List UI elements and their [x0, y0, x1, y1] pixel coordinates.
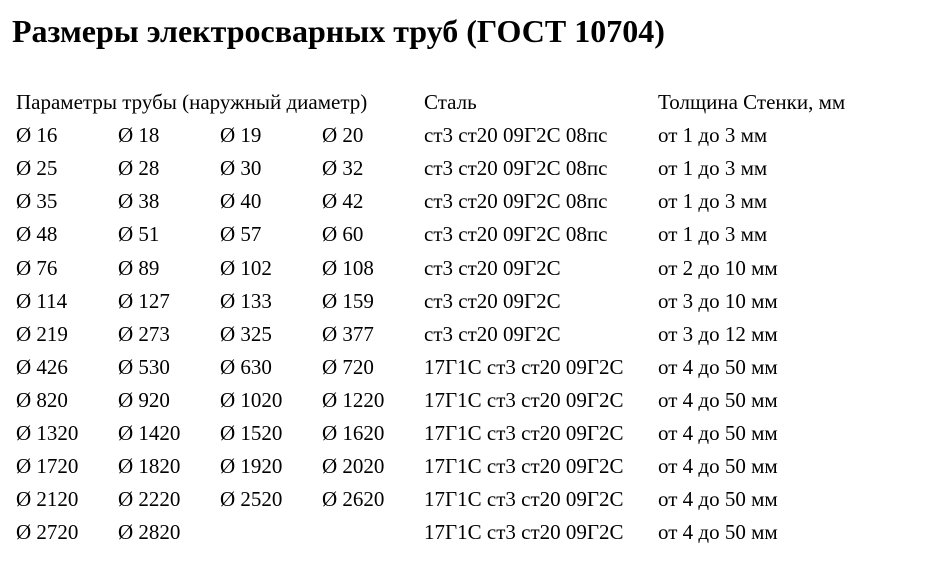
table-row: Ø 1720 Ø 1820 Ø 1920 Ø 2020 17Г1С ст3 ст… — [14, 450, 900, 483]
table-row: Ø 426 Ø 530 Ø 630 Ø 720 17Г1С ст3 ст20 0… — [14, 351, 900, 384]
diameter-cell: Ø 1520 — [220, 420, 283, 445]
diameter-cell: Ø 60 — [322, 222, 364, 247]
steel-cell: ст3 ст20 09Г2С 08пс — [424, 156, 608, 181]
steel-cell: ст3 ст20 09Г2С — [424, 288, 561, 313]
pipe-sizes-table: Параметры трубы (наружный диаметр) Сталь… — [14, 86, 900, 549]
diameter-cell: Ø 20 — [322, 123, 364, 148]
diameter-cell: Ø 2220 — [118, 487, 181, 512]
table-row: Ø 2120 Ø 2220 Ø 2520 Ø 2620 17Г1С ст3 ст… — [14, 483, 900, 516]
steel-cell: 17Г1С ст3 ст20 09Г2С — [424, 454, 624, 479]
diameter-cell: Ø 2120 — [16, 487, 79, 512]
thickness-cell: от 3 до 12 мм — [658, 321, 778, 346]
diameter-cell: Ø 16 — [16, 123, 58, 148]
steel-cell: 17Г1С ст3 ст20 09Г2С — [424, 354, 624, 379]
header-params: Параметры трубы (наружный диаметр) — [16, 90, 368, 115]
page-title: Размеры электросварных труб (ГОСТ 10704) — [12, 13, 665, 49]
steel-cell: 17Г1С ст3 ст20 09Г2С — [424, 487, 624, 512]
diameter-cell: Ø 48 — [16, 222, 58, 247]
diameter-cell: Ø 219 — [16, 321, 68, 346]
diameter-cell: Ø 108 — [322, 255, 374, 280]
thickness-cell: от 4 до 50 мм — [658, 420, 778, 445]
diameter-cell: Ø 2020 — [322, 454, 385, 479]
diameter-cell: Ø 159 — [322, 288, 374, 313]
diameter-cell: Ø 38 — [118, 189, 160, 214]
table-row: Ø 1320 Ø 1420 Ø 1520 Ø 1620 17Г1С ст3 ст… — [14, 417, 900, 450]
thickness-cell: от 4 до 50 мм — [658, 387, 778, 412]
thickness-cell: от 1 до 3 мм — [658, 123, 768, 148]
diameter-cell: Ø 1420 — [118, 420, 181, 445]
diameter-cell: Ø 89 — [118, 255, 160, 280]
steel-cell: ст3 ст20 09Г2С 08пс — [424, 123, 608, 148]
diameter-cell: Ø 133 — [220, 288, 272, 313]
diameter-cell: Ø 2520 — [220, 487, 283, 512]
table-row: Ø 114 Ø 127 Ø 133 Ø 159 ст3 ст20 09Г2С о… — [14, 285, 900, 318]
thickness-cell: от 1 до 3 мм — [658, 189, 768, 214]
diameter-cell: Ø 76 — [16, 255, 58, 280]
diameter-cell: Ø 273 — [118, 321, 170, 346]
steel-cell: 17Г1С ст3 ст20 09Г2С — [424, 520, 624, 545]
table-row: Ø 219 Ø 273 Ø 325 Ø 377 ст3 ст20 09Г2С о… — [14, 318, 900, 351]
table-row: Ø 2720 Ø 2820 17Г1С ст3 ст20 09Г2С от 4 … — [14, 516, 900, 549]
table-row: Ø 48 Ø 51 Ø 57 Ø 60 ст3 ст20 09Г2С 08пс … — [14, 218, 900, 251]
diameter-cell: Ø 25 — [16, 156, 58, 181]
diameter-cell: Ø 57 — [220, 222, 262, 247]
diameter-cell: Ø 325 — [220, 321, 272, 346]
diameter-cell: Ø 1620 — [322, 420, 385, 445]
diameter-cell: Ø 1020 — [220, 387, 283, 412]
diameter-cell: Ø 2720 — [16, 520, 79, 545]
diameter-cell: Ø 530 — [118, 354, 170, 379]
diameter-cell: Ø 1320 — [16, 420, 79, 445]
table-row: Ø 35 Ø 38 Ø 40 Ø 42 ст3 ст20 09Г2С 08пс … — [14, 185, 900, 218]
diameter-cell — [218, 516, 320, 549]
steel-cell: 17Г1С ст3 ст20 09Г2С — [424, 420, 624, 445]
table-row: Ø 25 Ø 28 Ø 30 Ø 32 ст3 ст20 09Г2С 08пс … — [14, 152, 900, 185]
steel-cell: ст3 ст20 09Г2С — [424, 321, 561, 346]
steel-cell: ст3 ст20 09Г2С 08пс — [424, 222, 608, 247]
diameter-cell: Ø 28 — [118, 156, 160, 181]
diameter-cell: Ø 377 — [322, 321, 374, 346]
steel-cell: ст3 ст20 09Г2С 08пс — [424, 189, 608, 214]
diameter-cell: Ø 1220 — [322, 387, 385, 412]
thickness-cell: от 4 до 50 мм — [658, 354, 778, 379]
diameter-cell: Ø 2620 — [322, 487, 385, 512]
diameter-cell: Ø 920 — [118, 387, 170, 412]
thickness-cell: от 1 до 3 мм — [658, 156, 768, 181]
thickness-cell: от 2 до 10 мм — [658, 255, 778, 280]
header-steel: Сталь — [424, 90, 477, 115]
table-header-row: Параметры трубы (наружный диаметр) Сталь… — [14, 86, 900, 119]
diameter-cell: Ø 426 — [16, 354, 68, 379]
diameter-cell: Ø 51 — [118, 222, 160, 247]
diameter-cell: Ø 114 — [16, 288, 68, 313]
diameter-cell: Ø 630 — [220, 354, 272, 379]
steel-cell: 17Г1С ст3 ст20 09Г2С — [424, 387, 624, 412]
diameter-cell: Ø 1720 — [16, 454, 79, 479]
thickness-cell: от 1 до 3 мм — [658, 222, 768, 247]
diameter-cell — [320, 516, 422, 549]
thickness-cell: от 4 до 50 мм — [658, 487, 778, 512]
diameter-cell: Ø 19 — [220, 123, 262, 148]
diameter-cell: Ø 35 — [16, 189, 58, 214]
diameter-cell: Ø 40 — [220, 189, 262, 214]
diameter-cell: Ø 1820 — [118, 454, 181, 479]
table-row: Ø 820 Ø 920 Ø 1020 Ø 1220 17Г1С ст3 ст20… — [14, 384, 900, 417]
diameter-cell: Ø 32 — [322, 156, 364, 181]
diameter-cell: Ø 42 — [322, 189, 364, 214]
steel-cell: ст3 ст20 09Г2С — [424, 255, 561, 280]
diameter-cell: Ø 2820 — [118, 520, 181, 545]
thickness-cell: от 4 до 50 мм — [658, 454, 778, 479]
diameter-cell: Ø 18 — [118, 123, 160, 148]
thickness-cell: от 4 до 50 мм — [658, 520, 778, 545]
diameter-cell: Ø 102 — [220, 255, 272, 280]
diameter-cell: Ø 720 — [322, 354, 374, 379]
diameter-cell: Ø 1920 — [220, 454, 283, 479]
thickness-cell: от 3 до 10 мм — [658, 288, 778, 313]
diameter-cell: Ø 127 — [118, 288, 170, 313]
table-row: Ø 76 Ø 89 Ø 102 Ø 108 ст3 ст20 09Г2С от … — [14, 251, 900, 284]
table-row: Ø 16 Ø 18 Ø 19 Ø 20 ст3 ст20 09Г2С 08пс … — [14, 119, 900, 152]
diameter-cell: Ø 30 — [220, 156, 262, 181]
diameter-cell: Ø 820 — [16, 387, 68, 412]
header-thickness: Толщина Стенки, мм — [658, 90, 846, 115]
